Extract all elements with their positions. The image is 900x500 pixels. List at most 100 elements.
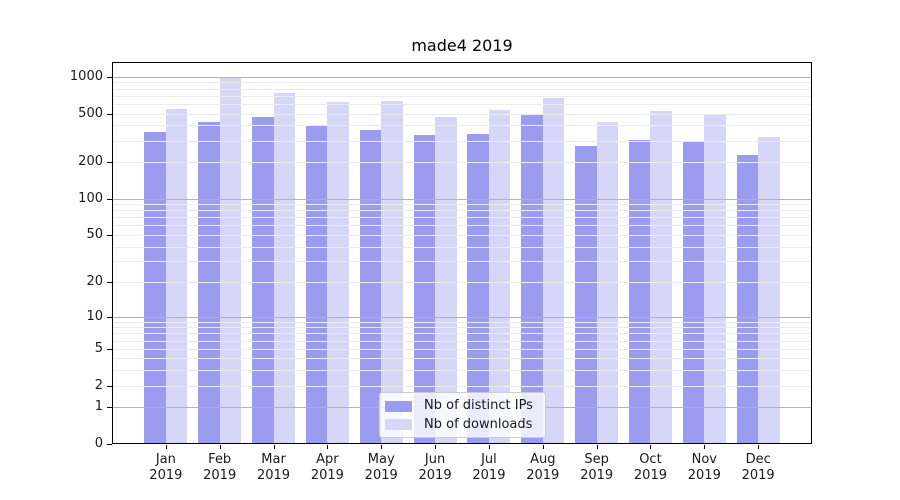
bar-nb-of-distinct-ips-apr	[305, 125, 328, 444]
y-tick-mark	[107, 199, 112, 200]
y-tick-mark	[107, 444, 112, 445]
minor-gridline	[113, 217, 811, 218]
minor-gridline	[113, 358, 811, 359]
y-tick-label: 1	[94, 399, 103, 415]
y-tick-label: 2	[94, 377, 103, 393]
bar-nb-of-distinct-ips-sep	[575, 146, 597, 444]
chart-title: made4 2019	[411, 36, 513, 55]
bar-nb-of-distinct-ips-aug	[521, 114, 543, 444]
x-tick-mark	[704, 445, 705, 449]
minor-gridline	[113, 114, 811, 115]
bar-nb-of-downloads-oct	[650, 110, 672, 444]
y-tick-label: 5	[94, 340, 103, 356]
x-tick-mark	[381, 445, 382, 449]
x-tick-label: Sep 2019	[580, 452, 614, 483]
x-tick-mark	[220, 445, 221, 449]
y-tick-mark	[107, 77, 112, 78]
minor-gridline	[113, 210, 811, 211]
bar-nb-of-downloads-jan	[165, 108, 188, 444]
y-tick-label: 500	[78, 105, 103, 121]
major-gridline	[113, 317, 811, 318]
minor-gridline	[113, 204, 811, 205]
legend-entry-nb-of-distinct-ips: Nb of distinct IPs	[385, 397, 539, 416]
legend-label: Nb of distinct IPs	[424, 398, 533, 414]
minor-gridline	[113, 247, 811, 248]
minor-gridline	[113, 349, 811, 350]
legend-swatch-icon	[385, 400, 412, 412]
minor-gridline	[113, 141, 811, 142]
minor-gridline	[113, 282, 811, 283]
minor-gridline	[113, 322, 811, 323]
x-tick-label: Aug 2019	[526, 452, 560, 483]
x-tick-label: Jul 2019	[472, 452, 506, 483]
y-tick-label: 100	[78, 190, 103, 206]
x-tick-label: Jun 2019	[418, 452, 452, 483]
x-tick-label: Nov 2019	[687, 452, 721, 483]
x-tick-label: Jan 2019	[149, 452, 183, 483]
minor-gridline	[113, 125, 811, 126]
bar-nb-of-downloads-dec	[758, 137, 780, 444]
x-tick-mark	[489, 445, 490, 449]
x-tick-mark	[597, 445, 598, 449]
x-tick-mark	[327, 445, 328, 449]
bar-nb-of-distinct-ips-jul	[467, 133, 489, 444]
y-tick-mark	[107, 317, 112, 318]
minor-gridline	[113, 261, 811, 262]
legend-swatch-icon	[385, 419, 412, 431]
minor-gridline	[113, 162, 811, 163]
y-tick-label: 20	[86, 274, 103, 290]
x-tick-label: Feb 2019	[203, 452, 237, 483]
x-tick-label: Apr 2019	[310, 452, 344, 483]
bar-nb-of-downloads-jul	[488, 109, 511, 444]
bar-nb-of-downloads-mar	[273, 93, 296, 444]
x-tick-mark	[435, 445, 436, 449]
y-tick-mark	[107, 349, 112, 350]
minor-gridline	[113, 386, 811, 387]
minor-gridline	[113, 225, 811, 226]
x-tick-label: Oct 2019	[633, 452, 667, 483]
bar-nb-of-downloads-jun	[435, 116, 457, 444]
legend-label: Nb of downloads	[424, 416, 533, 432]
bar-nb-of-downloads-nov	[704, 115, 726, 444]
x-tick-mark	[166, 445, 167, 449]
y-tick-label: 50	[86, 226, 103, 242]
x-tick-mark	[650, 445, 651, 449]
x-tick-label: May 2019	[364, 452, 398, 483]
minor-gridline	[113, 327, 811, 328]
bar-nb-of-downloads-aug	[542, 98, 565, 444]
y-tick-mark	[107, 235, 112, 236]
y-tick-mark	[107, 282, 112, 283]
y-tick-label: 10	[86, 308, 103, 324]
y-tick-mark	[107, 162, 112, 163]
bar-nb-of-distinct-ips-may	[359, 129, 382, 444]
bar-nb-of-distinct-ips-dec	[736, 154, 759, 444]
major-gridline	[113, 77, 811, 78]
x-tick-mark	[274, 445, 275, 449]
y-tick-label: 0	[94, 436, 103, 451]
minor-gridline	[113, 96, 811, 97]
minor-gridline	[113, 89, 811, 90]
minor-gridline	[113, 235, 811, 236]
y-tick-mark	[107, 114, 112, 115]
minor-gridline	[113, 333, 811, 334]
bar-nb-of-distinct-ips-jun	[413, 134, 436, 444]
x-tick-label: Mar 2019	[256, 452, 291, 483]
x-tick-label: Dec 2019	[741, 452, 775, 483]
major-gridline	[113, 199, 811, 200]
y-tick-mark	[107, 386, 112, 387]
minor-gridline	[113, 341, 811, 342]
legend: Nb of distinct IPs Nb of downloads	[379, 392, 546, 438]
y-tick-label: 1000	[69, 68, 103, 84]
y-tick-label: 200	[78, 154, 103, 170]
minor-gridline	[113, 104, 811, 105]
legend-entry-nb-of-downloads: Nb of downloads	[385, 416, 539, 435]
minor-gridline	[113, 370, 811, 371]
y-tick-mark	[107, 407, 112, 408]
x-tick-mark	[543, 445, 544, 449]
minor-gridline	[113, 82, 811, 83]
plot-border	[112, 62, 812, 444]
